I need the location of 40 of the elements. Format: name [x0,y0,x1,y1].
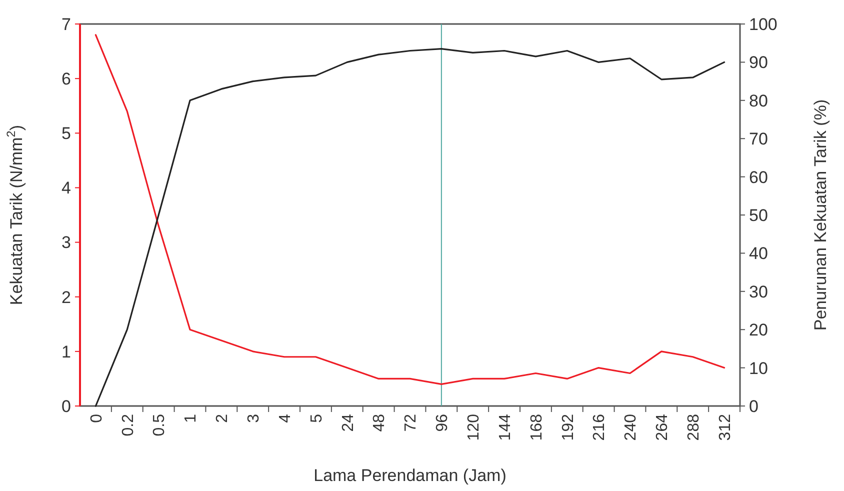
x-tick-label: 216 [591,414,608,441]
y2-tick-label: 70 [749,130,768,149]
y2-tick-label: 100 [749,14,778,34]
x-tick-label: 96 [434,414,452,432]
y-tick-label: 6 [62,70,71,89]
x-tick-label: 0 [88,414,106,423]
y-tick-label: 5 [62,124,71,144]
x-axis-title: Lama Perendaman (Jam) [314,466,506,485]
x-tick-label: 48 [371,414,388,432]
y2-tick-label: 50 [749,206,768,225]
x-tick-label: 1 [182,414,200,423]
x-tick-label: 240 [622,414,640,441]
y2-tick-label: 20 [749,320,768,340]
x-tick-label: 144 [496,414,514,441]
y2-tick-label: 40 [749,244,768,264]
y2-tick-label: 90 [749,53,768,72]
x-tick-label: 3 [245,414,262,423]
x-tick-label: 192 [560,414,577,441]
x-tick-label: 0.5 [151,414,168,436]
x-tick-label: 264 [654,414,672,441]
y-tick-label: 3 [62,233,71,252]
x-tick-label: 2 [214,414,232,423]
x-tick-label: 4 [276,414,294,423]
y2-tick-label: 10 [749,358,768,378]
x-tick-label: 72 [402,414,420,432]
x-tick-label: 168 [528,414,546,441]
x-tick-label: 312 [716,414,734,441]
x-tick-label: 5 [308,414,326,423]
x-tick-label: 0.2 [120,414,137,436]
y2-tick-label: 30 [749,282,768,302]
x-tick-label: 288 [685,414,702,441]
y-tick-label: 7 [62,14,71,34]
y-tick-label: 1 [62,342,71,362]
y2-tick-label: 80 [749,91,768,110]
y2-axis-title: Penurunan Kekuatan Tarik (%) [811,99,830,331]
y2-tick-label: 60 [749,168,768,187]
y-tick-label: 4 [62,178,71,198]
x-tick-label: 120 [465,414,482,441]
y-tick-label: 2 [62,288,71,307]
x-tick-label: 24 [340,414,357,432]
